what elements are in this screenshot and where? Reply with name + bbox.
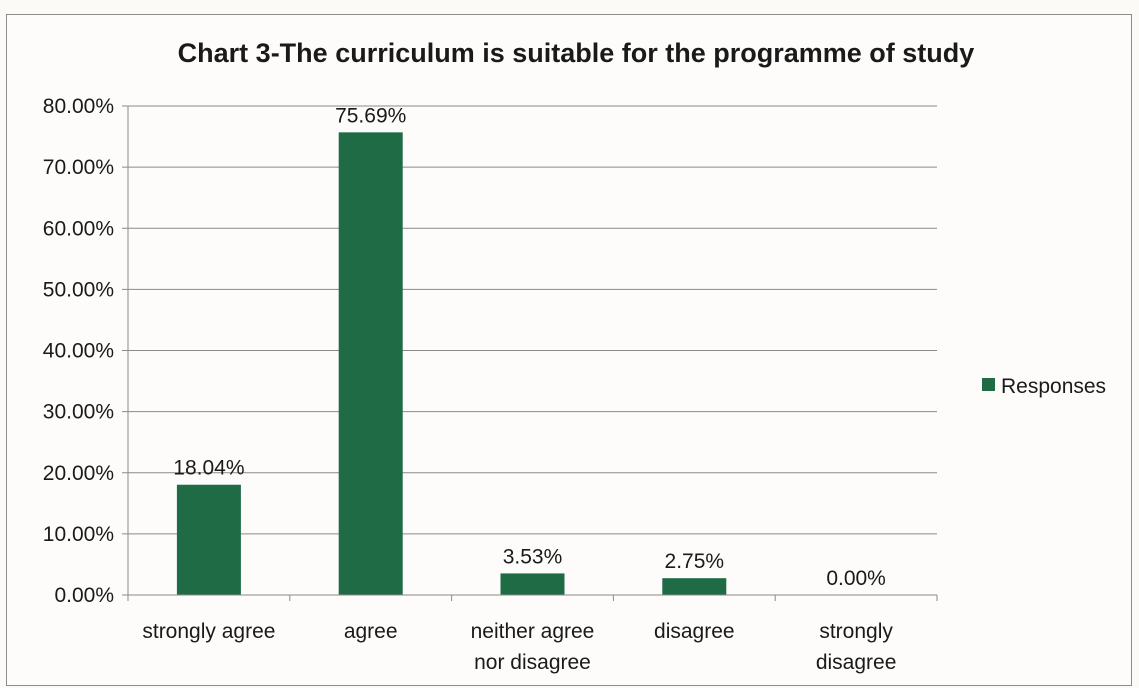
legend: Responses xyxy=(982,375,1106,398)
data-label: 75.69% xyxy=(335,104,406,127)
data-label: 2.75% xyxy=(665,550,725,573)
x-category-label: agree xyxy=(344,620,398,643)
bar xyxy=(662,578,727,595)
chart-title: Chart 3-The curriculum is suitable for t… xyxy=(177,38,975,68)
y-tick-label: 50.00% xyxy=(43,278,114,301)
bar xyxy=(176,484,241,595)
legend-label: Responses xyxy=(1001,375,1106,398)
y-tick-label: 10.00% xyxy=(43,523,114,546)
x-category-label: nor disagree xyxy=(474,651,591,674)
y-tick-label: 0.00% xyxy=(54,584,114,607)
data-label: 18.04% xyxy=(173,457,244,480)
y-tick-label: 70.00% xyxy=(43,156,114,179)
y-axis-ticks: 0.00% 10.00% 20.00% 30.00% 40.00% 50.00% 60.00… xyxy=(43,95,114,607)
bars xyxy=(176,132,727,595)
x-category-label: neither agree xyxy=(471,620,595,643)
y-tick-label: 80.00% xyxy=(43,95,114,118)
y-tick-label: 60.00% xyxy=(43,217,114,240)
data-label: 3.53% xyxy=(503,545,563,568)
legend-swatch xyxy=(982,378,995,391)
data-labels: 18.04% 75.69% 3.53% 2.75% 0.00% xyxy=(173,104,886,590)
y-tick-label: 40.00% xyxy=(43,340,114,363)
gridlines xyxy=(122,105,937,596)
y-tick-label: 30.00% xyxy=(43,401,114,424)
x-axis: strongly agree agree neither agree nor disa… xyxy=(127,106,938,674)
y-tick-label: 20.00% xyxy=(43,462,114,485)
bar xyxy=(338,132,403,595)
data-label: 0.00% xyxy=(826,567,886,590)
x-category-label: disagree xyxy=(654,620,735,643)
x-category-label: strongly agree xyxy=(142,620,275,643)
bar xyxy=(500,573,565,595)
x-category-label: strongly xyxy=(819,620,893,643)
x-category-label: disagree xyxy=(816,651,897,674)
